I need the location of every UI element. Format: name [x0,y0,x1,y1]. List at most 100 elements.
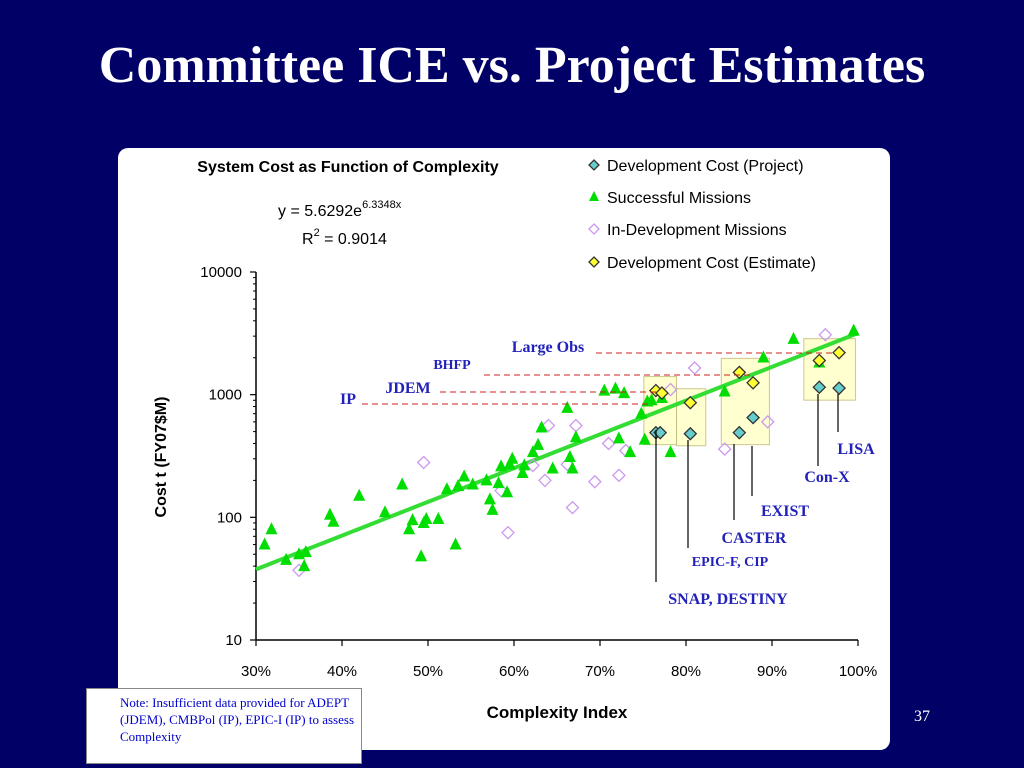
development-cost-project-point [683,426,698,441]
slide-title: Committee ICE vs. Project Estimates [98,37,926,94]
successful-missions-point [458,469,471,482]
annotation-label: LISA [837,441,875,458]
annotation-label: JDEM [385,380,430,397]
successful-missions-point [353,488,366,501]
annotation-label: EPIC-F, CIP [692,555,769,570]
in-development-missions-point [587,474,602,489]
in-development-missions-point [538,473,552,488]
successful-missions-point [492,476,505,489]
in-development-missions-point [717,442,732,457]
y-tick-label: 10000 [200,264,242,281]
in-development-missions-point [494,483,509,498]
development-cost-project-point [812,380,827,395]
successful-missions-point [532,437,545,450]
in-development-missions-point [416,455,431,470]
annotation-label: Con-X [804,469,850,486]
successful-missions-point [501,485,514,498]
annotation-label: Large Obs [512,339,584,356]
y-axis-title: Cost t (FY07$M) [153,397,170,518]
in-development-missions-point [601,436,616,451]
successful-missions-point [787,331,800,344]
in-development-missions-point [818,327,833,342]
successful-missions-point [280,552,293,565]
fit-r-squared: R2 = 0.9014 [302,227,387,248]
successful-missions-point [516,465,529,478]
legend-marker [588,223,600,235]
successful-missions-point [495,459,508,472]
legend-marker [588,159,600,171]
successful-missions-point [486,502,499,515]
estimate-group-box [803,338,856,401]
development-cost-project-point [746,410,760,425]
successful-missions-point [645,393,658,406]
successful-missions-point [638,432,651,445]
x-tick-label: 30% [241,663,271,680]
successful-missions-point [452,479,465,492]
legend-label: In-Development Missions [607,222,787,239]
chart-panel [118,148,890,750]
successful-missions-point [396,477,409,490]
successful-missions-point [466,477,479,490]
successful-missions-point [847,323,860,336]
successful-missions-point [609,381,622,394]
successful-missions-point [569,430,582,443]
development-cost-project-point [732,425,747,440]
in-development-missions-point [501,525,515,540]
annotation-label: EXIST [761,503,809,520]
fit-equation: y = 5.6292e6.3348x [278,199,402,220]
y-tick-label: 100 [217,509,242,526]
x-tick-label: 90% [757,663,787,680]
successful-missions-point [624,445,637,458]
successful-missions-point [483,492,496,505]
successful-missions-point [566,461,579,474]
x-tick-label: 40% [327,663,357,680]
successful-missions-point [299,545,312,558]
successful-missions-point [432,511,445,524]
successful-missions-point [526,445,539,458]
successful-missions-point [757,350,770,363]
successful-missions-point [406,513,419,526]
successful-missions-point [403,522,416,535]
successful-missions-point [327,514,340,527]
successful-missions-point [258,537,271,550]
successful-missions-point [635,406,648,419]
in-development-missions-point [569,418,583,433]
y-tick-label: 10 [225,632,242,649]
legend-marker [589,191,599,201]
successful-missions-point [598,383,611,396]
development-cost-estimate-point [812,353,827,368]
x-tick-label: 100% [839,663,877,680]
in-development-missions-point [526,458,540,473]
x-tick-label: 60% [499,663,529,680]
annotation-label: SNAP, DESTINY [668,591,788,608]
successful-missions-point [518,458,531,471]
successful-missions-point [265,522,278,535]
successful-missions-point [379,505,391,518]
in-development-missions-point [560,457,575,472]
in-development-missions-point [565,500,580,515]
successful-missions-point [440,482,453,495]
successful-missions-point [561,400,574,413]
annotation-label: IP [340,391,356,408]
page-number: 37 [914,708,930,725]
in-development-missions-point [760,414,775,429]
successful-missions-point [480,473,493,486]
successful-missions-point [546,461,559,474]
annotation-label: BHFP [433,358,471,373]
x-axis-title: Complexity Index [487,703,628,722]
development-cost-estimate-point [683,395,698,410]
successful-missions-point [449,537,462,550]
development-cost-estimate-point [832,345,846,360]
legend-label: Successful Missions [607,190,751,207]
trend-line [255,331,859,572]
y-tick-label: 1000 [209,387,242,404]
successful-missions-point [535,420,548,433]
successful-missions-point [718,384,731,397]
x-tick-label: 50% [413,663,443,680]
development-cost-project-point [832,381,846,396]
in-development-missions-point [687,361,702,375]
successful-missions-point [420,511,433,524]
legend-marker [588,256,600,268]
chart-title: System Cost as Function of Complexity [197,159,498,176]
successful-missions-point [612,431,625,444]
